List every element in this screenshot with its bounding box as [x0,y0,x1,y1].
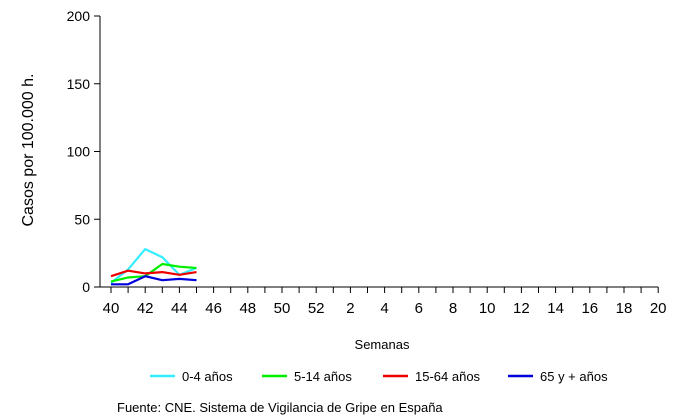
x-tick-label: 20 [650,300,667,317]
legend-label: 0-4 años [182,369,233,384]
y-tick-label: 150 [67,76,91,92]
legend-label: 15-64 años [415,369,481,384]
x-tick-label: 14 [547,300,564,317]
y-axis: 0 50 100 150 200 [67,8,101,295]
series-line-3 [110,269,197,278]
y-tick-label: 100 [67,144,91,160]
y-tick-label: 50 [74,211,90,227]
x-tick-label: 18 [616,300,633,317]
x-tick-label: 40 [103,300,120,317]
x-tick-label: 8 [449,300,457,317]
x-tick-label: 42 [137,300,154,317]
legend-label: 65 y + años [540,369,608,384]
x-tick-label: 2 [346,300,354,317]
y-axis-title: Casos por 100.000 h. [20,74,37,227]
source-note: Fuente: CNE. Sistema de Vigilancia de Gr… [117,400,443,415]
series-line-2 [110,262,197,283]
plot-lines [110,248,197,286]
y-tick-label: 0 [82,279,90,295]
x-tick-label: 12 [513,300,530,317]
x-tick-label: 48 [239,300,256,317]
x-tick-label: 10 [479,300,496,317]
x-tick-label: 44 [171,300,188,317]
x-axis: 40 42 44 46 48 50 52 2 4 6 8 10 12 14 16 18 20 [100,286,667,317]
x-tick-label: 50 [274,300,291,317]
x-axis-title: Semanas [355,337,410,352]
x-tick-label: 4 [380,300,388,317]
x-tick-label: 6 [415,300,423,317]
series-line-4 [111,275,197,286]
x-tick-label: 52 [308,300,325,317]
x-tick-label: 46 [205,300,222,317]
x-tick-label: 16 [581,300,598,317]
legend: 0-4 años 5-14 años 15-64 años 65 y + años [150,369,608,384]
legend-label: 5-14 años [294,369,352,384]
y-tick-label: 200 [67,8,91,24]
